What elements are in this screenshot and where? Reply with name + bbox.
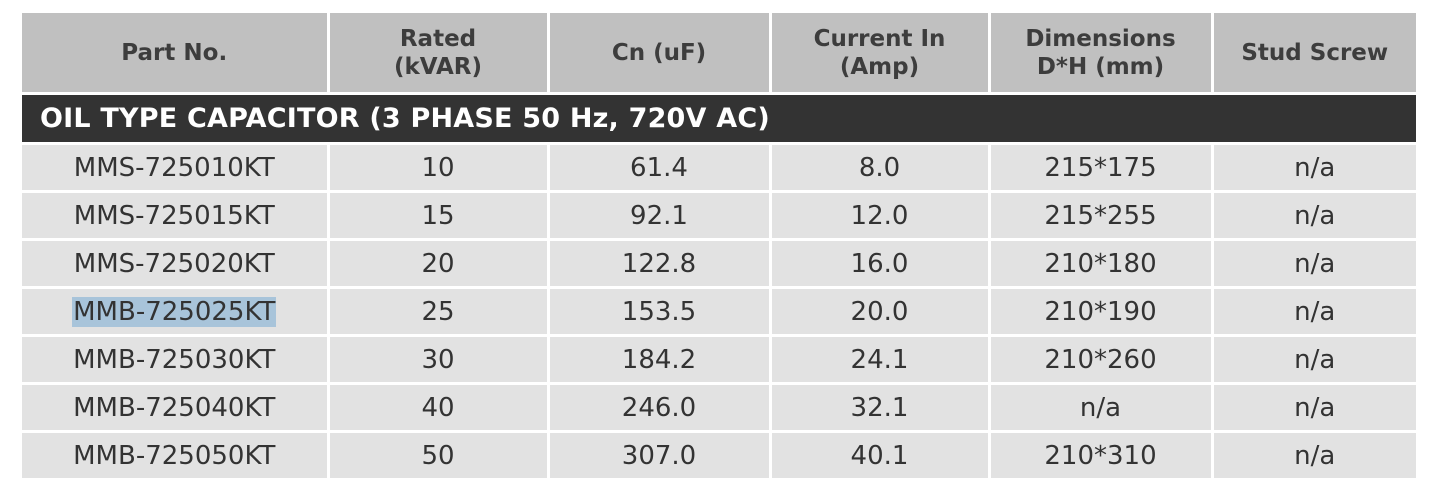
cell-rated-kvar: 40 xyxy=(328,383,550,433)
table-row: MMS-725020KT 20 122.8 16.0 210*180 n/a xyxy=(22,239,1416,289)
cell-dimensions: 215*255 xyxy=(989,191,1214,241)
cell-part-no: MMB-725030KT xyxy=(22,335,330,385)
cell-stud-screw: n/a xyxy=(1212,335,1416,385)
table-row: MMS-725015KT 15 92.1 12.0 215*255 n/a xyxy=(22,191,1416,241)
cell-cn-uf: 61.4 xyxy=(548,143,772,193)
cell-dimensions: n/a xyxy=(989,383,1214,433)
cell-stud-screw: n/a xyxy=(1212,239,1416,289)
cell-current-amp: 8.0 xyxy=(770,143,991,193)
cell-stud-screw: n/a xyxy=(1212,143,1416,193)
cell-rated-kvar: 10 xyxy=(328,143,550,193)
cell-cn-uf: 153.5 xyxy=(548,287,772,337)
cell-stud-screw: n/a xyxy=(1212,431,1416,481)
cell-dimensions: 210*260 xyxy=(989,335,1214,385)
cell-current-amp: 32.1 xyxy=(770,383,991,433)
cell-part-no: MMB-725040KT xyxy=(22,383,330,433)
table-row: MMB-725025KT 25 153.5 20.0 210*190 n/a xyxy=(22,287,1416,337)
cell-cn-uf: 184.2 xyxy=(548,335,772,385)
cell-dimensions: 210*180 xyxy=(989,239,1214,289)
cell-part-no: MMS-725015KT xyxy=(22,191,330,241)
header-stud-screw: Stud Screw xyxy=(1212,13,1416,95)
cell-rated-kvar: 25 xyxy=(328,287,550,337)
cell-rated-kvar: 15 xyxy=(328,191,550,241)
cell-cn-uf: 246.0 xyxy=(548,383,772,433)
header-dimensions: Dimensions D*H (mm) xyxy=(989,13,1214,95)
cell-stud-screw: n/a xyxy=(1212,191,1416,241)
cell-current-amp: 20.0 xyxy=(770,287,991,337)
cell-current-amp: 16.0 xyxy=(770,239,991,289)
table-row: MMB-725040KT 40 246.0 32.1 n/a n/a xyxy=(22,383,1416,433)
header-current: Current In (Amp) xyxy=(770,13,991,95)
header-rated: Rated (kVAR) xyxy=(328,13,550,95)
cell-cn-uf: 307.0 xyxy=(548,431,772,481)
cell-rated-kvar: 50 xyxy=(328,431,550,481)
cell-part-no: MMB-725025KT xyxy=(22,287,330,337)
table-row: MMS-725010KT 10 61.4 8.0 215*175 n/a xyxy=(22,143,1416,193)
cell-current-amp: 24.1 xyxy=(770,335,991,385)
cell-cn-uf: 92.1 xyxy=(548,191,772,241)
cell-current-amp: 12.0 xyxy=(770,191,991,241)
section-title: OIL TYPE CAPACITOR (3 PHASE 50 Hz, 720V … xyxy=(22,93,1416,145)
table-header-row: Part No. Rated (kVAR) Cn (uF) Current In… xyxy=(22,13,1416,95)
section-header-row: OIL TYPE CAPACITOR (3 PHASE 50 Hz, 720V … xyxy=(22,93,1416,145)
cell-part-no: MMB-725050KT xyxy=(22,431,330,481)
table-row: MMB-725030KT 30 184.2 24.1 210*260 n/a xyxy=(22,335,1416,385)
cell-current-amp: 40.1 xyxy=(770,431,991,481)
table-row: MMB-725050KT 50 307.0 40.1 210*310 n/a xyxy=(22,431,1416,481)
cell-part-no: MMS-725010KT xyxy=(22,143,330,193)
cell-stud-screw: n/a xyxy=(1212,383,1416,433)
cell-part-no: MMS-725020KT xyxy=(22,239,330,289)
cell-dimensions: 210*190 xyxy=(989,287,1214,337)
header-part-no: Part No. xyxy=(22,13,330,95)
capacitor-spec-table: Part No. Rated (kVAR) Cn (uF) Current In… xyxy=(22,13,1416,481)
cell-stud-screw: n/a xyxy=(1212,287,1416,337)
cell-dimensions: 215*175 xyxy=(989,143,1214,193)
selected-text[interactable]: MMB-725025KT xyxy=(72,296,277,327)
cell-cn-uf: 122.8 xyxy=(548,239,772,289)
cell-rated-kvar: 30 xyxy=(328,335,550,385)
header-cn: Cn (uF) xyxy=(548,13,772,95)
cell-rated-kvar: 20 xyxy=(328,239,550,289)
cell-dimensions: 210*310 xyxy=(989,431,1214,481)
